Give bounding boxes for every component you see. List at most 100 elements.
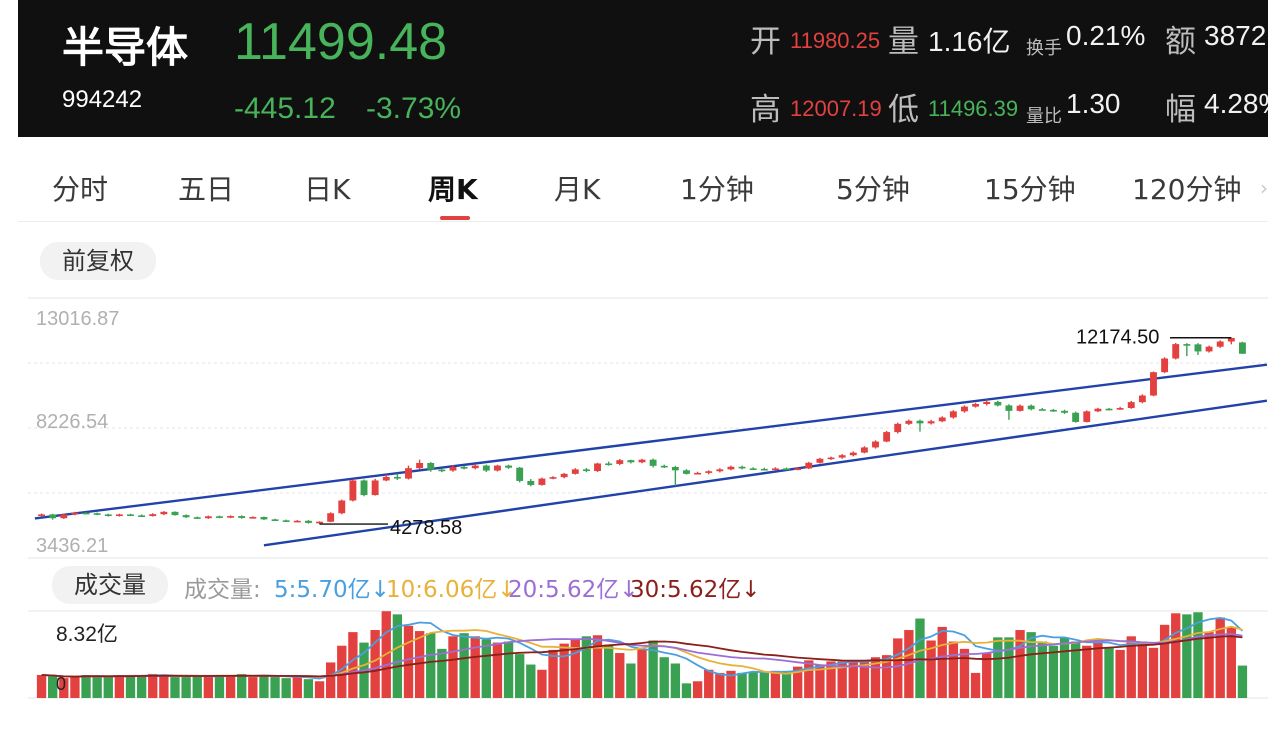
volume-bar: [692, 681, 703, 698]
candle-body: [872, 441, 879, 448]
amount-label: 额: [1165, 24, 1196, 59]
volume-bar: [259, 674, 269, 698]
tab-15-minute[interactable]: 15分钟: [984, 173, 1076, 206]
candle-body: [182, 515, 190, 518]
volume-bar: [125, 676, 136, 698]
candle-body: [393, 476, 401, 479]
candle-body: [1016, 405, 1024, 411]
tab-daily-k[interactable]: 日K: [304, 173, 351, 206]
price-change-pct: -3.73%: [366, 92, 462, 125]
volume-ma10-label: 10:6.06亿↓: [386, 577, 517, 603]
volume-ma-lines: [41, 616, 1244, 680]
candle-body: [1049, 409, 1057, 412]
candle-body: [594, 463, 601, 472]
volume-bar: [815, 664, 825, 698]
volume-bar: [915, 618, 925, 698]
candle-body: [416, 462, 424, 469]
candle-body: [93, 513, 101, 515]
turnover-label: 换手: [1026, 38, 1062, 58]
volume-bar: [959, 648, 970, 698]
adjust-mode-button[interactable]: 前复权: [40, 242, 156, 280]
volume-bar: [392, 614, 403, 698]
range-label: 幅: [1165, 92, 1196, 127]
volume-bar: [837, 661, 847, 698]
price-annotations: [319, 337, 1232, 525]
volume-bar: [637, 648, 647, 698]
volume-bar: [170, 677, 180, 698]
volume-bar: [792, 666, 803, 698]
volume-bar: [715, 672, 725, 698]
tab-weekly-k[interactable]: 周K: [428, 173, 478, 206]
volume-grid: [28, 610, 1268, 699]
volume-bar: [325, 662, 336, 698]
volume-bar: [681, 683, 692, 698]
volume-bar: [592, 635, 603, 698]
candle-body: [338, 500, 346, 514]
volume-bar: [870, 657, 881, 698]
volume-bar: [459, 633, 469, 698]
tab-1-minute[interactable]: 1分钟: [680, 173, 754, 206]
candle-body: [115, 514, 123, 517]
volume-label: 量: [888, 24, 919, 59]
candle-body: [193, 517, 201, 519]
volume-ma20-label: 20:5.62亿↓: [508, 577, 639, 603]
volume-bar: [237, 673, 247, 698]
volume-bar: [948, 641, 959, 698]
candle-body: [783, 468, 790, 471]
tab-five-day[interactable]: 五日: [178, 173, 235, 206]
candle-body: [304, 520, 312, 523]
volume-bar: [503, 641, 514, 698]
candle-body: [571, 469, 579, 474]
candle-body: [82, 512, 90, 515]
candle-body: [927, 421, 935, 424]
candle-body: [204, 516, 212, 519]
volume-ma5-label: 5:5.70亿↓: [274, 577, 390, 603]
volume-ma30-label: 30:5.62亿↓: [630, 577, 761, 603]
volume-bar: [659, 657, 669, 698]
candle-body: [549, 477, 557, 479]
candle-body: [438, 469, 446, 472]
volume-bar: [1237, 665, 1248, 698]
volume-bar: [203, 676, 214, 698]
volume-bar: [1004, 637, 1014, 698]
volume-max-label: 8.32亿: [56, 623, 118, 646]
candle-body: [1094, 408, 1102, 412]
volume-bar: [893, 638, 903, 698]
volume-ratio-value: 1.30: [1066, 88, 1121, 119]
volume-bar: [114, 674, 125, 698]
volume-bar: [370, 630, 380, 698]
candle-body: [660, 465, 668, 468]
volume-bar: [1037, 641, 1047, 698]
volume-bar: [1104, 647, 1114, 698]
candle-body: [938, 417, 946, 422]
candle-body: [138, 515, 146, 517]
volume-indicator-button[interactable]: 成交量: [52, 566, 168, 604]
chevron-right-icon[interactable]: ›: [1260, 176, 1268, 200]
volume-bars: [36, 611, 1248, 698]
candle-body: [827, 457, 835, 460]
candle-body: [494, 465, 501, 471]
candle-body: [949, 411, 957, 418]
volume-bar: [1070, 641, 1081, 698]
candle-body: [527, 480, 535, 485]
tab-monthly-k[interactable]: 月K: [554, 173, 601, 206]
volume-bar: [136, 674, 147, 698]
volume-bar: [670, 663, 681, 698]
candle-body: [505, 465, 513, 468]
tab-120-minute[interactable]: 120分钟: [1132, 173, 1242, 206]
candle-body: [905, 420, 913, 424]
volume-bar: [181, 677, 191, 698]
candle-body: [471, 465, 479, 469]
candle-body: [482, 465, 490, 471]
candle-body: [60, 514, 68, 519]
candle-body: [916, 420, 924, 424]
volume-bar: [1093, 640, 1103, 698]
range-value: 4.28%: [1204, 88, 1268, 119]
volume-bar: [804, 660, 814, 698]
tab-intraday[interactable]: 分时: [52, 173, 109, 206]
channel-upper-line: [34, 363, 1268, 520]
tab-5-minute[interactable]: 5分钟: [836, 173, 910, 206]
candle-body: [1127, 402, 1135, 409]
candle-body: [1150, 372, 1157, 396]
